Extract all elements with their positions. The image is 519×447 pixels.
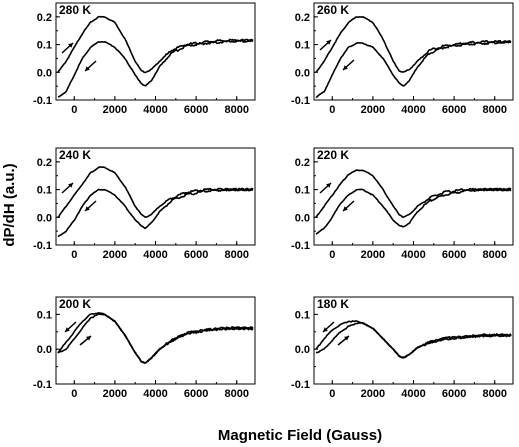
- y-tick-label: 0.0: [295, 67, 310, 79]
- panel-frame: [313, 2, 514, 101]
- sweep-arrow-head: [326, 40, 331, 45]
- y-tick-label: -0.1: [291, 379, 310, 391]
- x-tick-label: 6000: [442, 388, 466, 400]
- x-tick-label: 8000: [482, 104, 506, 116]
- y-tick-label: 0.1: [37, 309, 52, 321]
- panel-1: -0.1 0.0 0.1 0.2 0 2000 4000 6000 8000 260 K: [291, 2, 514, 116]
- y-tick-label: -0.1: [33, 379, 52, 391]
- panel-label: 200 K: [59, 297, 91, 311]
- panel-0: -0.1 0.0 0.1 0.2 0 2000 4000 6000 8000 280 K: [33, 2, 256, 116]
- x-axis-title: Magnetic Field (Gauss): [218, 427, 382, 444]
- series-line: [315, 40, 512, 99]
- y-tick-label: 0.0: [295, 212, 310, 224]
- x-tick-label: 0: [329, 249, 335, 261]
- y-tick-label: 0.0: [37, 212, 52, 224]
- x-tick-label: 0: [329, 104, 335, 116]
- y-tick-label: -0.1: [33, 95, 52, 107]
- sweep-arrow-head: [85, 206, 90, 211]
- y-tick-label: 0.1: [37, 185, 52, 197]
- y-tick-label: -0.1: [291, 95, 310, 107]
- series-line: [57, 166, 254, 219]
- panel-label: 180 K: [317, 297, 349, 311]
- x-tick-label: 2000: [361, 249, 385, 261]
- x-tick-label: 0: [71, 249, 77, 261]
- y-tick-label: 0.0: [295, 344, 310, 356]
- x-tick-label: 8000: [224, 388, 248, 400]
- x-tick-label: 6000: [184, 104, 208, 116]
- panel-label: 220 K: [317, 148, 349, 162]
- x-tick-label: 8000: [224, 249, 248, 261]
- x-tick-label: 4000: [143, 249, 167, 261]
- panel-frame: [55, 2, 256, 101]
- y-axis-title: dP/dH (a.u.): [1, 163, 18, 246]
- sweep-arrow-head: [323, 327, 328, 332]
- x-tick-label: 8000: [482, 388, 506, 400]
- sweep-arrow-head: [326, 183, 331, 188]
- x-tick-label: 2000: [361, 388, 385, 400]
- x-tick-label: 6000: [184, 249, 208, 261]
- x-tick-label: 4000: [143, 104, 167, 116]
- series-line: [57, 15, 254, 74]
- x-tick-label: 8000: [482, 249, 506, 261]
- series-line: [315, 169, 512, 219]
- y-tick-label: 0.2: [37, 157, 52, 169]
- panel-3: -0.1 0.0 0.1 0.2 0 2000 4000 6000 8000 220 K: [291, 147, 514, 261]
- sweep-arrow-head: [344, 336, 349, 341]
- x-tick-label: 4000: [401, 249, 425, 261]
- panel-label: 260 K: [317, 3, 349, 17]
- x-tick-label: 6000: [442, 249, 466, 261]
- x-tick-label: 2000: [361, 104, 385, 116]
- panel-5: -0.1 0.0 0.1 0 2000 4000 6000 8000 180 K: [291, 296, 514, 400]
- y-tick-label: 0.2: [295, 157, 310, 169]
- y-tick-label: -0.1: [33, 240, 52, 252]
- sweep-arrow-head: [68, 43, 73, 48]
- x-tick-label: 4000: [401, 104, 425, 116]
- y-tick-label: -0.1: [291, 240, 310, 252]
- x-tick-label: 0: [71, 388, 77, 400]
- panel-2: -0.1 0.0 0.1 0.2 0 2000 4000 6000 8000 240 K: [33, 147, 256, 261]
- x-tick-label: 8000: [224, 104, 248, 116]
- sweep-arrow-head: [343, 65, 348, 70]
- x-tick-label: 0: [329, 388, 335, 400]
- y-tick-label: 0.1: [295, 309, 310, 321]
- panel-frame: [55, 147, 256, 246]
- series-line: [315, 187, 512, 235]
- series-line: [57, 38, 254, 98]
- x-tick-label: 6000: [184, 388, 208, 400]
- sweep-arrow-head: [85, 66, 90, 71]
- panel-label: 280 K: [59, 3, 91, 17]
- x-tick-label: 6000: [442, 104, 466, 116]
- y-tick-label: 0.0: [37, 344, 52, 356]
- x-tick-label: 4000: [401, 388, 425, 400]
- y-tick-label: 0.1: [37, 40, 52, 52]
- y-tick-label: 0.2: [37, 12, 52, 24]
- sweep-arrow-head: [68, 183, 73, 188]
- y-tick-label: 0.1: [295, 40, 310, 52]
- x-tick-label: 0: [71, 104, 77, 116]
- y-tick-label: 0.0: [37, 67, 52, 79]
- sweep-arrow-head: [86, 336, 91, 341]
- y-tick-label: 0.2: [295, 12, 310, 24]
- series-line: [57, 313, 254, 364]
- panels-group: -0.1 0.0 0.1 0.2 0 2000 4000 6000 8000 280 K -0.1 0…: [33, 2, 514, 400]
- panel-frame: [313, 147, 514, 246]
- series-line: [57, 187, 254, 238]
- x-tick-label: 2000: [103, 104, 127, 116]
- panel-4: -0.1 0.0 0.1 0 2000 4000 6000 8000 200 K: [33, 296, 256, 400]
- x-tick-label: 2000: [103, 249, 127, 261]
- panel-label: 240 K: [59, 148, 91, 162]
- y-tick-label: 0.1: [295, 185, 310, 197]
- sweep-arrow-head: [65, 327, 70, 332]
- x-tick-label: 4000: [143, 388, 167, 400]
- x-tick-label: 2000: [103, 388, 127, 400]
- sweep-arrow-head: [343, 206, 348, 211]
- series-line: [315, 321, 512, 359]
